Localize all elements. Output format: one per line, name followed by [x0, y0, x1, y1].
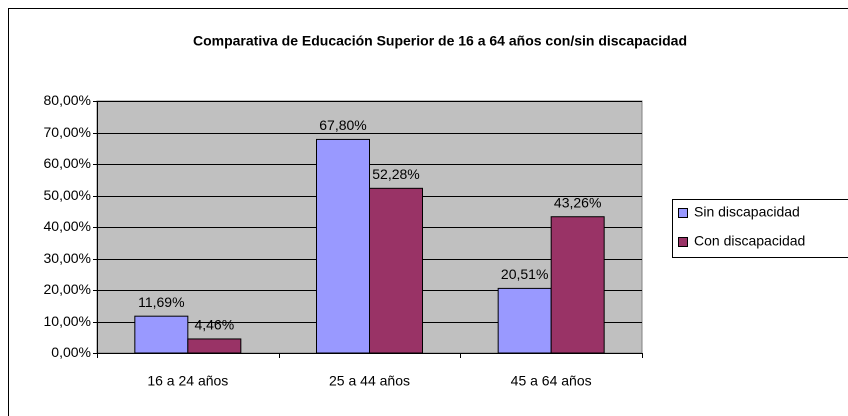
value-label: 20,51%	[501, 266, 548, 282]
y-tick-label: 40,00%	[44, 218, 91, 234]
bar	[134, 315, 189, 354]
y-tick-label: 30,00%	[44, 250, 91, 266]
bar	[550, 216, 605, 354]
y-tick-label: 60,00%	[44, 155, 91, 171]
x-tick-label: 16 a 24 años	[147, 373, 228, 389]
legend-label: Con discapacidad	[694, 233, 805, 249]
y-tick-label: 70,00%	[44, 124, 91, 140]
bar	[316, 138, 370, 354]
bar	[497, 287, 552, 354]
y-tick-label: 0,00%	[51, 344, 91, 360]
bar	[187, 338, 242, 354]
y-tick-label: 20,00%	[44, 281, 91, 297]
y-tick-label: 50,00%	[44, 187, 91, 203]
y-tick-label: 80,00%	[44, 92, 91, 108]
value-label: 4,46%	[194, 317, 234, 333]
value-label: 43,26%	[554, 194, 601, 210]
bar	[369, 187, 423, 354]
x-tick-label: 25 a 44 años	[329, 373, 410, 389]
legend-swatch	[678, 237, 688, 247]
value-label: 52,28%	[372, 166, 419, 182]
x-tick-label: 45 a 64 años	[511, 373, 592, 389]
chart-title: Comparativa de Educación Superior de 16 …	[193, 33, 687, 49]
legend-label: Sin discapacidad	[694, 204, 800, 220]
value-label: 67,80%	[319, 117, 366, 133]
legend-box	[672, 199, 848, 258]
legend-swatch	[678, 208, 688, 218]
value-label: 11,69%	[138, 294, 184, 310]
y-tick-label: 10,00%	[44, 313, 91, 329]
